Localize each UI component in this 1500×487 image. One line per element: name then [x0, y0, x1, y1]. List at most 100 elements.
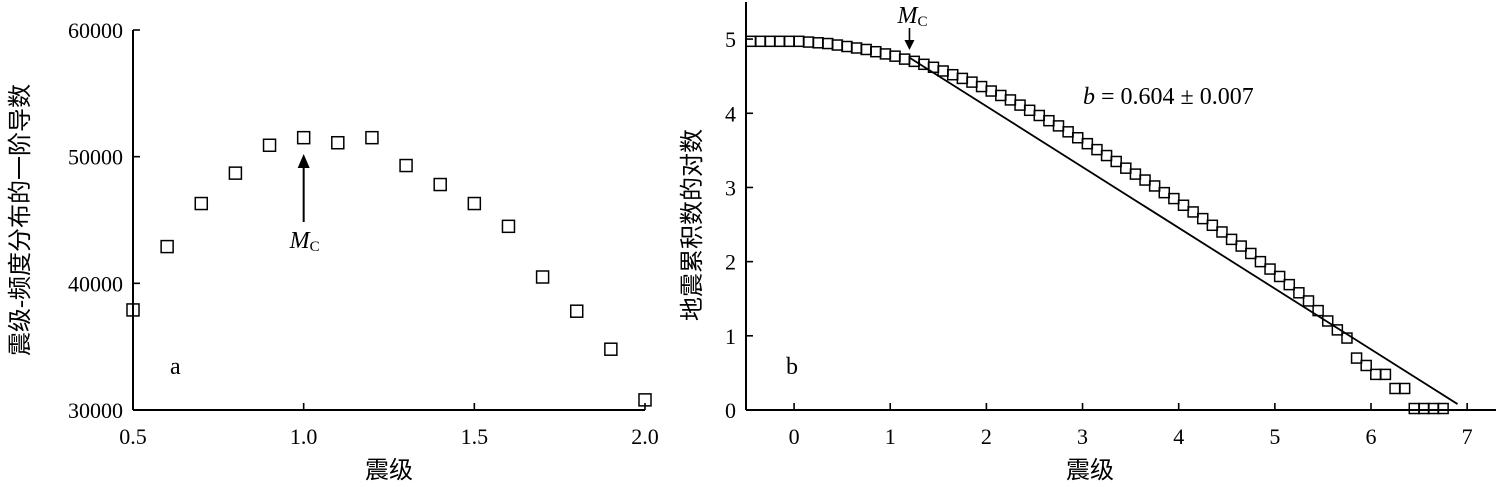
panel-a-y-tick-label: 50000: [68, 145, 123, 170]
data-point: [1014, 99, 1026, 111]
data-point: [1427, 402, 1440, 415]
panel-a-x-tick-label: 2.0: [631, 424, 659, 449]
data-point: [1196, 212, 1209, 225]
data-point: [1187, 206, 1199, 218]
data-point: [467, 196, 482, 211]
data-point: [1312, 304, 1324, 317]
panel-a-ticks: 0.5 1.0 1.5 2.0 30000 40000 50000 60000: [68, 18, 659, 449]
data-point: [995, 89, 1007, 102]
data-point: [1120, 162, 1132, 174]
panel-b-x-axis-title: 震级: [1066, 457, 1114, 484]
panel-b-x-tick-label: 5: [1269, 424, 1280, 449]
data-point: [1225, 233, 1238, 246]
data-point: [1235, 240, 1247, 252]
data-point: [160, 239, 174, 254]
data-point: [850, 42, 863, 54]
data-point: [1398, 382, 1411, 395]
panel-a-y-tick-label: 30000: [68, 398, 123, 423]
panel-b-x-tick-label: 0: [789, 424, 800, 449]
data-point: [1293, 287, 1305, 299]
data-point: [1389, 382, 1401, 395]
data-point: [1129, 168, 1142, 180]
panel-b-y-tick-label: 2: [725, 250, 736, 275]
data-point: [535, 270, 550, 284]
panel-b-y-tick-label: 3: [725, 175, 736, 200]
panel-b-x-tick-label: 7: [1462, 424, 1473, 449]
data-point: [1023, 104, 1036, 117]
data-point: [126, 303, 140, 317]
panel-b-ticks: 0 1 2 3 4 5 6 7 0 1 2 3 4 5: [725, 27, 1473, 449]
data-point: [1043, 114, 1055, 127]
data-point: [937, 65, 949, 77]
panel-b-x-tick-label: 6: [1366, 424, 1377, 449]
data-point: [1110, 155, 1122, 168]
data-point: [1052, 120, 1065, 132]
fit-label-variable: b: [1083, 84, 1095, 110]
data-point: [262, 138, 277, 153]
data-point: [1408, 402, 1421, 415]
panel-b-y-tick-label: 0: [725, 398, 736, 423]
data-point: [1158, 186, 1171, 199]
data-point: [1168, 192, 1180, 205]
data-point: [812, 37, 824, 49]
data-point: [802, 36, 815, 48]
data-point: [1379, 368, 1392, 381]
panel-b-y-tick-label: 4: [725, 101, 736, 126]
panel-b-x-tick-label: 3: [1077, 424, 1088, 449]
panel-a-y-axis-title: 震级-频度分布的一阶导数: [7, 84, 34, 356]
data-point: [889, 50, 901, 62]
panel-b-y-axis-title: 地震累积数的对数: [679, 129, 706, 321]
data-point: [1148, 180, 1161, 192]
data-point: [985, 85, 997, 97]
data-point: [1341, 332, 1353, 344]
data-point: [879, 48, 892, 60]
data-point: [793, 35, 805, 48]
data-point: [870, 45, 882, 58]
data-point: [783, 35, 796, 48]
data-point: [228, 166, 243, 180]
data-point: [966, 76, 978, 88]
data-point: [773, 35, 786, 48]
data-point: [1081, 137, 1094, 150]
panel-b-x-tick-label: 1: [885, 424, 896, 449]
fit-label-value: = 0.604 ± 0.007: [1095, 84, 1254, 110]
data-point: [365, 130, 379, 145]
panel-a-x-tick-label: 1.0: [290, 424, 318, 449]
panel-a-y-tick-label: 60000: [68, 18, 123, 43]
data-point: [1264, 263, 1276, 275]
data-point: [1206, 219, 1219, 232]
data-point: [638, 393, 652, 407]
panel-b-fit-line: [908, 56, 1459, 405]
mc-label: MC: [289, 228, 320, 255]
data-point: [898, 53, 911, 65]
panel-a-y-tick-label: 40000: [68, 271, 123, 296]
data-point: [1062, 126, 1074, 138]
data-point: [501, 219, 516, 234]
data-point: [296, 130, 311, 145]
panel-b-fit-label: b = 0.604 ± 0.007: [1083, 84, 1254, 110]
mc-arrow-head: [297, 154, 310, 168]
mc-arrow-head: [904, 40, 915, 50]
data-point: [1177, 199, 1190, 212]
panel-a: 0.5 1.0 1.5 2.0 30000 40000 50000 60000 MC a 震级…: [7, 18, 659, 484]
data-point: [1283, 278, 1296, 291]
data-point: [745, 35, 757, 48]
data-point: [604, 342, 618, 356]
mc-label: MC: [896, 3, 927, 30]
data-point: [946, 68, 959, 81]
panel-b-y-tick-label: 5: [725, 27, 736, 52]
data-point: [1331, 324, 1344, 336]
data-point: [764, 35, 776, 48]
panel-a-x-tick-label: 1.5: [461, 424, 489, 449]
panel-a-mc-annotation: MC: [289, 154, 320, 255]
data-point: [1004, 94, 1017, 106]
data-point: [1437, 402, 1449, 415]
data-point: [1091, 143, 1103, 156]
data-point: [1321, 315, 1334, 327]
data-point: [1254, 255, 1267, 268]
data-point: [1033, 109, 1046, 122]
data-point: [754, 35, 767, 48]
panel-b-x-tick-label: 2: [981, 424, 992, 449]
panel-b: 0 1 2 3 4 5 6 7 0 1 2 3 4 5 MC b = 0.604 ± 0.007 b 震级…: [679, 2, 1496, 484]
